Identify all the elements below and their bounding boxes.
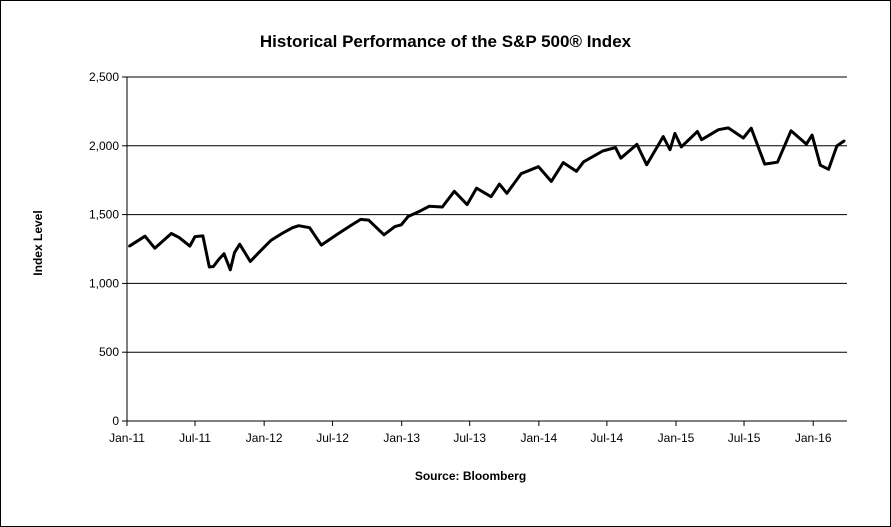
data-point xyxy=(335,233,339,236)
x-tick-label: Jul-14 xyxy=(591,431,624,445)
axes xyxy=(126,77,847,422)
data-point xyxy=(843,139,846,143)
data-point xyxy=(505,192,509,195)
x-tick-label: Jan-11 xyxy=(109,431,145,445)
data-point xyxy=(562,161,565,164)
data-point xyxy=(382,233,386,237)
data-point xyxy=(256,252,260,255)
data-point xyxy=(582,160,585,163)
series-line xyxy=(128,126,846,272)
data-point xyxy=(537,165,540,168)
x-tick-label: Jan-13 xyxy=(383,431,420,445)
data-point xyxy=(619,156,622,160)
x-tick-label: Jul-12 xyxy=(316,431,349,445)
data-point xyxy=(776,160,779,164)
data-point xyxy=(673,132,677,135)
data-point xyxy=(233,251,236,254)
data-point xyxy=(222,252,226,255)
data-point xyxy=(349,224,352,228)
data-point xyxy=(359,218,362,221)
x-tick-label: Jan-16 xyxy=(795,431,832,445)
data-point xyxy=(575,170,578,173)
data-point xyxy=(717,128,720,131)
x-tick-label: Jan-14 xyxy=(521,431,558,445)
y-tick-label: 2,000 xyxy=(89,139,119,153)
x-ticks: Jan-11 Jul-11 Jan-12 Jul-12 Jan-13 Jul-13 Jan-… xyxy=(109,421,832,445)
data-point xyxy=(727,126,730,130)
data-point xyxy=(827,168,830,171)
data-point xyxy=(393,225,397,228)
data-point xyxy=(475,186,478,190)
x-tick-label: Jul-11 xyxy=(179,431,211,445)
data-point xyxy=(645,163,648,166)
data-point xyxy=(635,143,639,146)
y-tick-label: 2,500 xyxy=(89,70,119,84)
x-tick-label: Jul-13 xyxy=(453,431,486,445)
data-point xyxy=(238,242,241,246)
x-tick-label: Jan-15 xyxy=(658,431,695,445)
data-point xyxy=(805,142,808,146)
data-point xyxy=(519,172,523,175)
data-point xyxy=(308,226,311,229)
data-point xyxy=(153,246,157,250)
y-tick-label: 1,000 xyxy=(89,276,119,290)
data-point xyxy=(201,234,205,238)
data-point xyxy=(367,218,370,222)
data-point xyxy=(550,180,553,183)
data-point xyxy=(270,238,273,242)
data-point xyxy=(128,245,131,248)
data-point xyxy=(249,260,252,263)
x-tick-label: Jan-12 xyxy=(246,431,283,445)
data-point xyxy=(810,133,814,137)
data-point xyxy=(763,162,766,166)
data-point xyxy=(188,244,191,248)
data-point xyxy=(297,224,300,227)
data-point xyxy=(680,145,683,149)
data-point xyxy=(700,138,703,141)
data-point xyxy=(400,223,403,226)
data-point xyxy=(441,205,444,209)
data-point xyxy=(417,210,420,214)
x-axis-label: Source: Bloomberg xyxy=(414,469,527,483)
data-point xyxy=(178,236,181,239)
x-tick-label: Jul-15 xyxy=(728,431,761,445)
data-point xyxy=(320,243,323,247)
data-point xyxy=(208,265,211,269)
y-ticks: 0 500 1,000 1,500 2,000 2,500 xyxy=(89,70,127,428)
data-point xyxy=(280,232,284,235)
data-point xyxy=(601,149,604,153)
gridlines xyxy=(127,76,847,353)
y-tick-label: 500 xyxy=(99,345,119,359)
data-point xyxy=(749,126,753,130)
data-point xyxy=(614,146,617,149)
data-point xyxy=(819,164,822,167)
y-tick-label: 0 xyxy=(112,414,119,428)
data-point xyxy=(696,130,699,133)
chart-title: Historical Performance of the S&P 500® I… xyxy=(259,32,632,51)
data-point xyxy=(742,136,745,140)
data-point xyxy=(212,265,215,268)
data-point xyxy=(217,258,220,261)
data-point xyxy=(193,235,197,238)
data-point xyxy=(406,215,410,218)
data-point xyxy=(291,226,294,230)
data-point xyxy=(453,190,456,193)
data-point xyxy=(427,205,431,208)
data-point xyxy=(498,182,501,186)
data-point xyxy=(668,148,672,151)
data-point xyxy=(229,268,232,271)
data-point xyxy=(662,135,665,138)
data-point xyxy=(489,195,493,198)
y-tick-label: 1,500 xyxy=(89,208,119,222)
series-group xyxy=(128,126,846,272)
data-point xyxy=(465,203,469,206)
data-point xyxy=(170,232,173,235)
data-point xyxy=(789,129,793,133)
data-point xyxy=(143,235,147,238)
data-point xyxy=(835,144,839,148)
data-point xyxy=(262,246,265,250)
